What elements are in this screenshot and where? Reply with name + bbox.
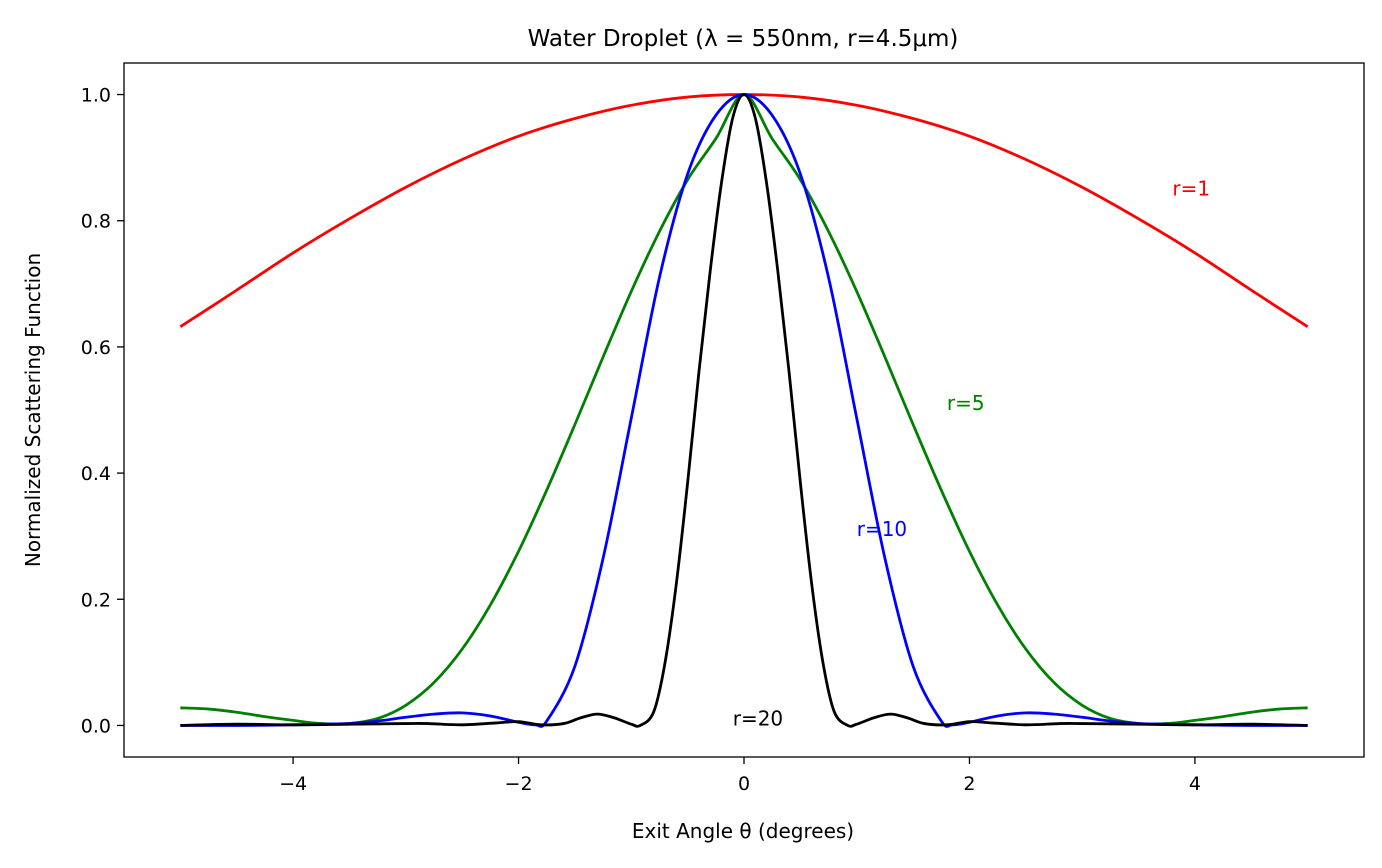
series-label-r1: r=1 [1172, 176, 1210, 200]
series-labels: r=1 r=5 r=10 r=20 [733, 176, 1210, 730]
y-axis: 0.0 0.2 0.4 0.6 0.8 1.0 [81, 85, 124, 737]
x-axis: −4 −2 0 2 4 [279, 757, 1201, 795]
series-layer [179, 93, 1309, 728]
x-tick-label: 4 [1189, 773, 1201, 795]
series-line-r20 [180, 93, 1308, 728]
y-tick-label: 0.0 [81, 715, 111, 737]
x-tick-label: 0 [738, 773, 750, 795]
x-axis-title: Exit Angle θ (degrees) [632, 819, 854, 843]
y-axis-title: Normalized Scattering Function [21, 253, 45, 567]
series-label-r20: r=20 [733, 706, 783, 730]
series-label-r10: r=10 [857, 517, 907, 541]
series-label-r5: r=5 [947, 391, 985, 415]
x-tick-label: −4 [279, 773, 307, 795]
chart-title: Water Droplet (λ = 550nm, r=4.5μm) [528, 26, 959, 52]
y-tick-label: 0.4 [81, 463, 111, 485]
x-tick-label: 2 [963, 773, 975, 795]
x-tick-label: −2 [505, 773, 533, 795]
y-tick-label: 0.6 [81, 337, 111, 359]
y-tick-label: 0.2 [81, 589, 111, 611]
y-tick-label: 0.8 [81, 211, 111, 233]
y-tick-label: 1.0 [81, 85, 111, 107]
